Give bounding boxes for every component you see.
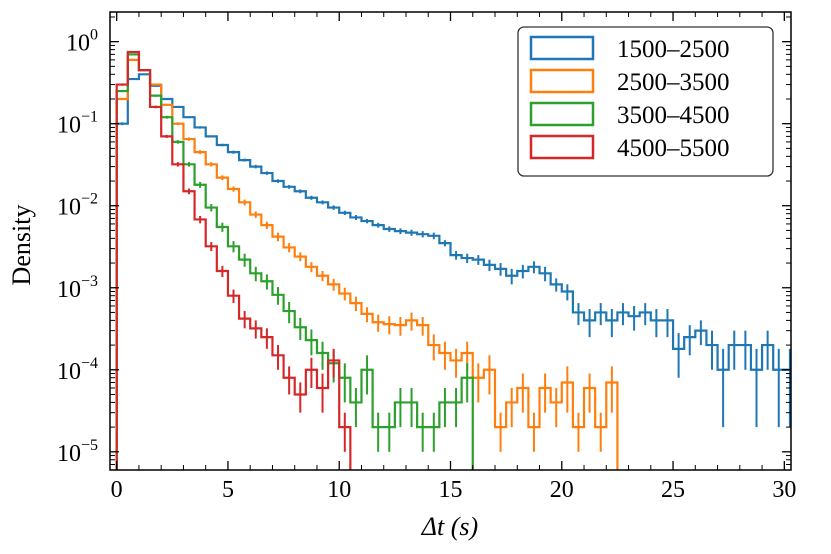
y-tick-label: 10−3	[57, 273, 98, 303]
series-step-line	[115, 50, 352, 470]
legend-item: 4500–5500	[529, 134, 730, 162]
legend-label: 3500–4500	[617, 102, 730, 129]
x-tick-label: 30	[772, 477, 796, 503]
series-1	[115, 73, 791, 470]
legend-swatch	[529, 35, 595, 61]
series-4	[115, 50, 352, 470]
series-step-line	[115, 53, 474, 470]
legend-label: 2500–3500	[617, 69, 730, 96]
axes-layer: 0 5 10 15 20 25 30 10−5 10−4 10−3 10−2 10−1 100	[57, 11, 796, 503]
x-tick-label: 0	[111, 477, 123, 503]
y-tick-label: 10−1	[57, 109, 98, 139]
series-2	[115, 58, 619, 470]
legend-swatch	[529, 101, 595, 127]
legend: 1500–2500 2500–3500 3500–4500 4500–5500	[517, 26, 774, 177]
series-3	[115, 53, 474, 470]
x-tick-label: 10	[327, 477, 351, 503]
legend-item: 3500–4500	[529, 101, 730, 129]
legend-item: 1500–2500	[529, 35, 730, 63]
x-tick-label: 5	[222, 477, 234, 503]
y-tick-label: 10−2	[57, 191, 98, 221]
legend-label: 4500–5500	[617, 135, 730, 162]
x-tick-label: 20	[550, 477, 574, 503]
legend-item: 2500–3500	[529, 68, 730, 96]
y-axis-label: Density	[7, 205, 36, 286]
legend-swatch	[529, 134, 595, 160]
x-tick-label: 25	[661, 477, 685, 503]
y-tick-label: 10−4	[57, 355, 98, 385]
legend-swatch	[529, 68, 595, 94]
legend-label: 1500–2500	[617, 36, 730, 63]
x-axis-label: Δt (s)	[421, 512, 478, 541]
series-layer	[115, 50, 791, 470]
legend-box	[517, 26, 774, 177]
y-tick-label: 10−5	[57, 437, 98, 467]
y-tick-label: 100	[66, 27, 98, 57]
x-tick-label: 15	[439, 477, 463, 503]
